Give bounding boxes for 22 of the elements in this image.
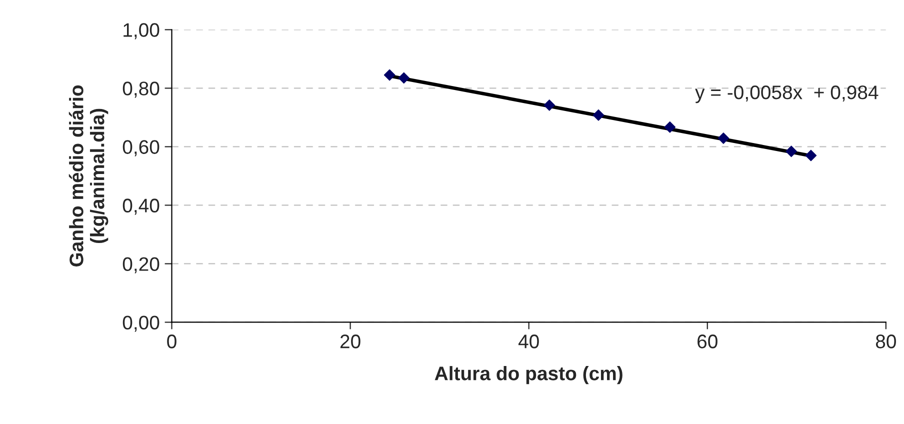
x-tick-label: 20 bbox=[340, 334, 360, 348]
x-axis-title: Altura do pasto (cm) bbox=[434, 366, 622, 384]
x-tick-label: 60 bbox=[698, 334, 718, 348]
annotation: y = -0,0058x + 0,984 bbox=[695, 85, 878, 104]
point bbox=[592, 109, 604, 121]
point bbox=[398, 72, 410, 84]
y-tick-label: 0,80 bbox=[122, 82, 160, 98]
y-tick-label: 1,00 bbox=[124, 23, 160, 40]
point bbox=[786, 146, 797, 158]
y-axis-title: Ganho médio diário (kg/animal.dia) bbox=[68, 85, 108, 266]
point bbox=[384, 69, 396, 81]
x-tick-label: 0 bbox=[167, 334, 176, 348]
x-tick-label: 40 bbox=[518, 334, 539, 348]
y-tick-label: 0,60 bbox=[122, 140, 160, 156]
point bbox=[544, 99, 556, 111]
y-tick-label: 0,40 bbox=[122, 198, 160, 215]
point bbox=[805, 150, 817, 162]
x-tick-label: 80 bbox=[876, 334, 896, 348]
point bbox=[664, 121, 676, 133]
point bbox=[718, 132, 730, 144]
y-tick-label: 0,20 bbox=[122, 257, 160, 274]
y-tick-label: 0,00 bbox=[122, 316, 160, 332]
